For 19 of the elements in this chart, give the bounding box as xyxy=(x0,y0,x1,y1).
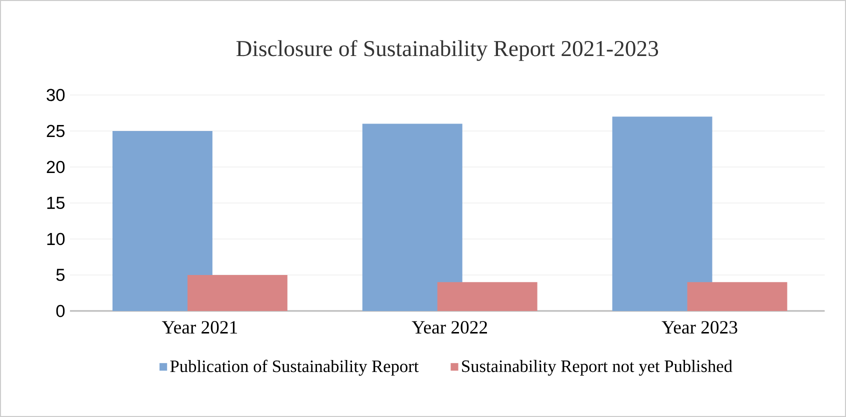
x-tick-label: Year 2023 xyxy=(662,321,738,334)
y-tick-label: 15 xyxy=(47,196,65,210)
bar xyxy=(687,282,788,311)
y-tick-label: 5 xyxy=(56,268,65,282)
bar xyxy=(437,282,538,311)
y-tick-label: 20 xyxy=(46,160,65,174)
legend-label: Publication of Sustainability Report xyxy=(170,360,419,376)
y-tick-label: 0 xyxy=(56,304,65,318)
chart-title: Disclosure of Sustainability Report 2021-2023 xyxy=(236,40,658,61)
bar xyxy=(112,130,212,311)
y-tick-label: 25 xyxy=(46,124,65,138)
x-tick-label: Year 2022 xyxy=(412,321,487,334)
y-tick-label: 30 xyxy=(46,88,65,102)
bar xyxy=(362,124,462,311)
y-tick-label: 10 xyxy=(47,232,65,246)
x-tick-label: Year 2021 xyxy=(162,321,238,334)
bar xyxy=(187,274,288,311)
legend-label: Sustainability Report not yet Published xyxy=(462,360,732,376)
bar xyxy=(612,116,712,311)
